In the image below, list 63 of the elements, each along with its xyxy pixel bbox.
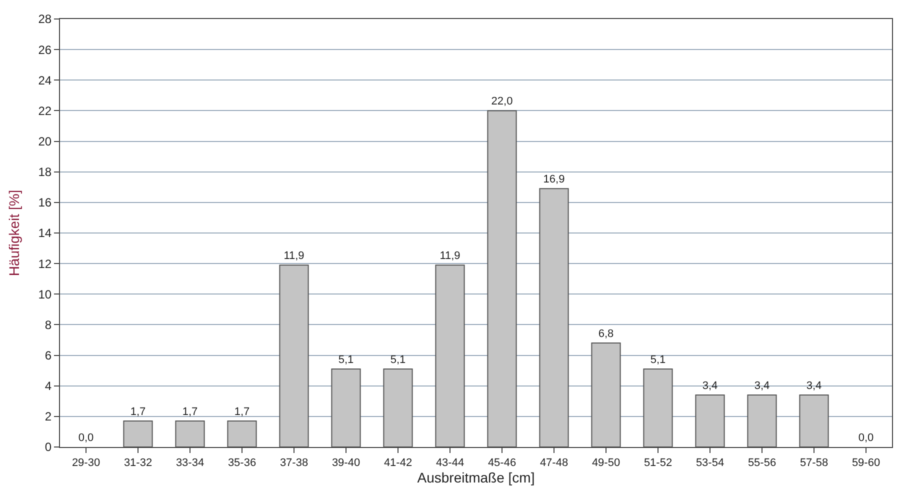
data-label: 1,7 — [130, 406, 146, 418]
x-tick-label: 53-54 — [696, 457, 724, 470]
bar — [539, 188, 569, 447]
bar — [435, 264, 465, 447]
x-tick-label: 41-42 — [384, 457, 412, 470]
data-label: 3,4 — [754, 380, 770, 392]
y-tick-label: 4 — [44, 379, 52, 394]
data-label: 5,1 — [390, 354, 406, 366]
y-tick-label: 16 — [38, 196, 52, 210]
data-label: 16,9 — [543, 174, 565, 186]
y-tick-label: 18 — [38, 165, 52, 180]
y-tick-label: 6 — [44, 348, 52, 362]
data-label: 6,8 — [598, 328, 614, 340]
y-tick-label: 12 — [38, 256, 52, 271]
x-tick-label: 59-60 — [852, 457, 880, 470]
bar — [695, 394, 725, 447]
data-label: 0,0 — [78, 432, 94, 444]
y-tick-label: 24 — [38, 73, 52, 88]
bar — [123, 420, 153, 447]
x-tick-label: 39-40 — [332, 457, 360, 470]
data-label: 22,0 — [491, 96, 513, 108]
bar — [799, 394, 829, 447]
y-tick-label: 22 — [38, 104, 52, 118]
data-label: 11,9 — [440, 250, 460, 262]
data-label: 5,1 — [338, 354, 354, 366]
y-tick-label: 28 — [38, 12, 52, 26]
bar — [747, 394, 777, 447]
data-label: 0,0 — [858, 432, 874, 444]
bar — [591, 342, 621, 447]
y-tick-label: 8 — [44, 318, 52, 332]
data-label: 1,7 — [234, 406, 250, 418]
x-tick-label: 47-48 — [540, 457, 568, 470]
bar — [331, 368, 361, 447]
bar — [383, 368, 413, 447]
x-tick-label: 49-50 — [592, 457, 620, 470]
data-label: 3,4 — [702, 380, 718, 392]
x-tick-label: 51-52 — [644, 457, 672, 470]
data-label: 11,9 — [284, 250, 304, 262]
y-tick-label: 14 — [38, 226, 52, 240]
data-label: 1,7 — [182, 406, 198, 418]
data-label: 3,4 — [806, 380, 822, 392]
x-tick-label: 43-44 — [436, 457, 464, 470]
x-tick-label: 55-56 — [748, 457, 776, 470]
data-label: 5,1 — [650, 354, 666, 366]
x-tick-label: 37-38 — [280, 457, 308, 470]
y-tick-label: 10 — [38, 287, 52, 302]
bar — [643, 368, 673, 447]
bar — [227, 420, 257, 447]
x-tick-label: 29-30 — [72, 457, 100, 470]
y-tick-label: 26 — [38, 42, 52, 57]
y-axis-title: Häufigkeit [%] — [6, 190, 22, 276]
bar — [279, 264, 309, 447]
y-tick-label: 2 — [44, 410, 52, 424]
x-tick-label: 31-32 — [124, 457, 152, 470]
y-tick-label: 0 — [44, 440, 52, 454]
x-tick-label: 35-36 — [228, 457, 256, 470]
x-tick-label: 33-34 — [176, 457, 204, 470]
y-tick-label: 20 — [38, 134, 52, 148]
bar — [487, 110, 517, 447]
bar — [175, 420, 205, 447]
x-axis-title: Ausbreitmaße [cm] — [417, 470, 535, 486]
x-tick-label: 57-58 — [800, 457, 828, 470]
x-tick-label: 45-46 — [488, 457, 516, 470]
